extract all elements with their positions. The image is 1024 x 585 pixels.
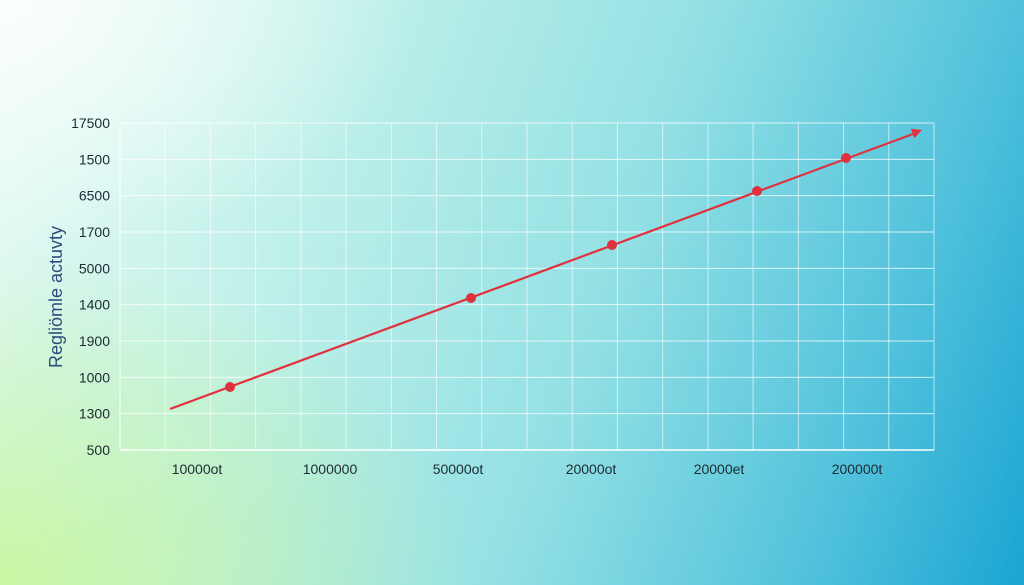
data-point — [225, 382, 235, 392]
x-tick-label: 20000ot — [566, 461, 617, 477]
y-tick-label: 1400 — [79, 297, 110, 313]
chart-grid — [119, 122, 935, 451]
chart-axes — [119, 123, 934, 451]
y-axis-ticks: 17500 1500 6500 1700 5000 1400 1900 1000 1300 500 — [71, 115, 110, 458]
chart-series — [169, 128, 922, 411]
series-arrowhead — [910, 128, 922, 139]
y-tick-label: 1700 — [79, 224, 110, 240]
y-tick-label: 6500 — [79, 188, 110, 204]
data-point — [607, 240, 617, 250]
y-tick-label: 500 — [87, 442, 111, 458]
y-tick-label: 17500 — [71, 115, 110, 131]
x-tick-label: 10000ot — [172, 461, 223, 477]
data-point — [841, 153, 851, 163]
x-axis-ticks: 10000ot 1000000 50000ot 20000ot 20000et 20000… — [172, 461, 883, 477]
y-axis-label: Regliömle actuvty — [46, 226, 66, 368]
y-tick-label: 1000 — [79, 369, 110, 385]
y-tick-label: 1300 — [79, 406, 110, 422]
y-tick-label: 5000 — [79, 260, 110, 276]
x-tick-label: 200000t — [832, 461, 883, 477]
y-tick-label: 1500 — [79, 151, 110, 167]
x-tick-label: 20000et — [694, 461, 745, 477]
x-tick-label: 1000000 — [303, 461, 358, 477]
series-line — [169, 132, 914, 411]
data-point — [752, 186, 762, 196]
data-point — [466, 293, 476, 303]
x-tick-label: 50000ot — [433, 461, 484, 477]
y-tick-label: 1900 — [79, 333, 110, 349]
